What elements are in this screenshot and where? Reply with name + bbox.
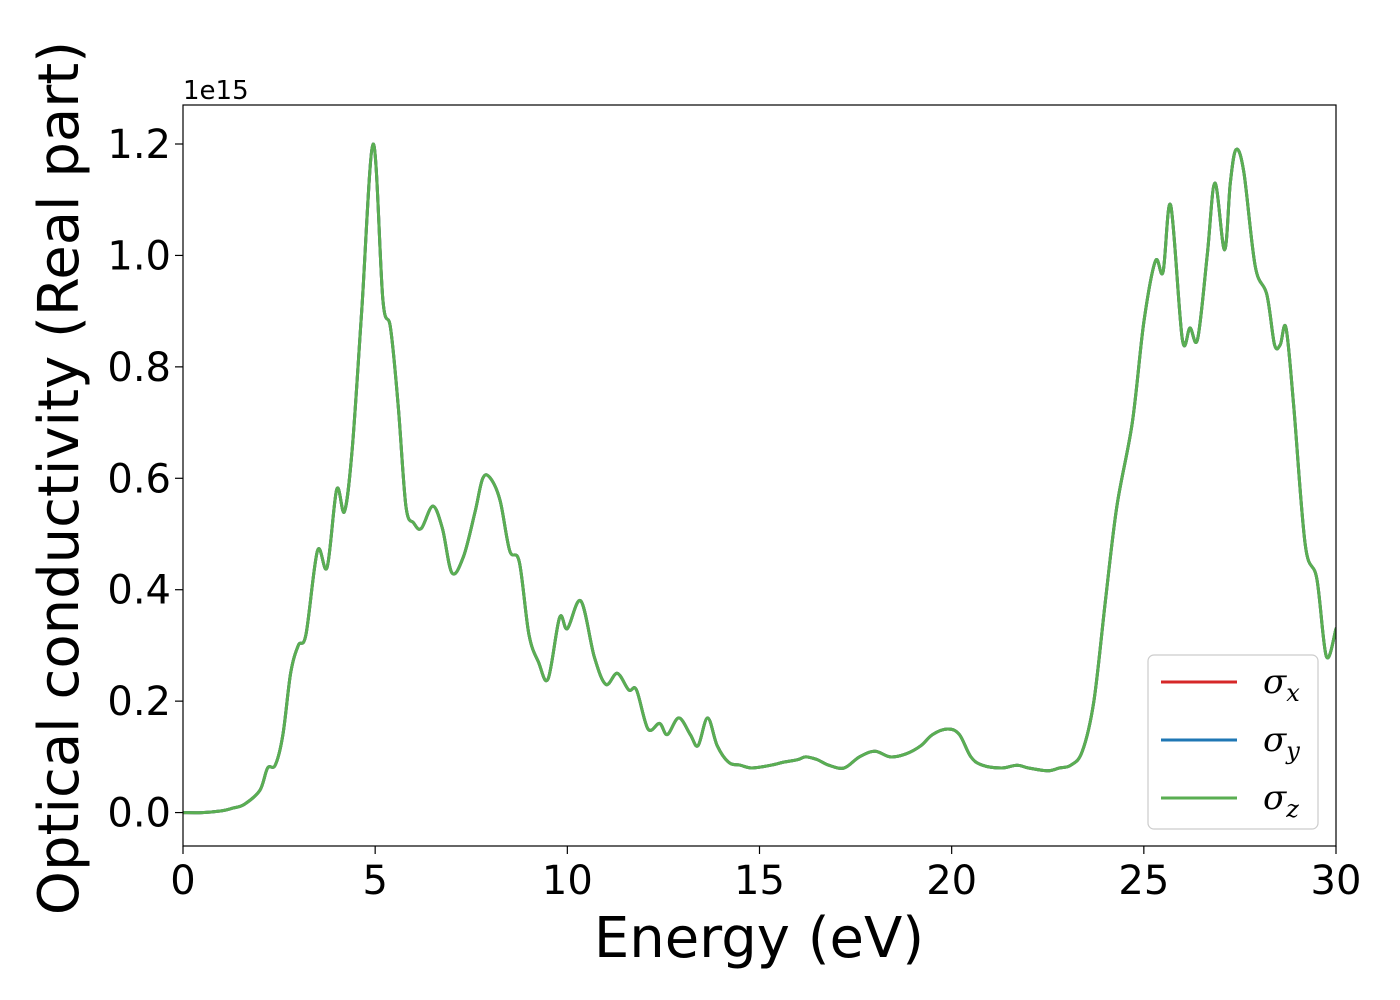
x-axis-ticks: 0 5 10 15 20 25 30 — [170, 846, 1361, 904]
legend-label-x: σx — [1263, 662, 1300, 707]
y-tick-label: 1.2 — [107, 122, 171, 168]
series-line-z — [183, 142, 1336, 815]
legend-box — [1147, 654, 1319, 830]
y-tick-label: 0.6 — [107, 456, 171, 502]
y-axis-ticks: 0.0 0.2 0.4 0.6 0.8 1.0 1.2 — [107, 122, 183, 837]
legend: σx σy σz — [1147, 654, 1319, 830]
y-tick-label: 1.0 — [107, 233, 171, 279]
y-tick-label: 0.2 — [107, 679, 171, 725]
y-tick-label: 0.8 — [107, 345, 171, 391]
x-tick-label: 0 — [170, 858, 195, 904]
series-layer — [183, 142, 1336, 815]
x-tick-label: 25 — [1118, 858, 1169, 904]
legend-label-y: σy — [1263, 720, 1300, 765]
y-tick-label: 0.0 — [107, 791, 171, 837]
x-axis-title: Energy (eV) — [594, 906, 924, 971]
y-offset-label: 1e15 — [183, 76, 249, 106]
x-tick-label: 5 — [362, 858, 387, 904]
y-tick-label: 0.4 — [107, 568, 171, 614]
x-tick-label: 30 — [1311, 858, 1362, 904]
x-tick-label: 10 — [542, 858, 593, 904]
x-tick-label: 20 — [926, 858, 977, 904]
x-tick-label: 15 — [734, 858, 785, 904]
legend-label-z: σz — [1263, 778, 1299, 823]
y-axis-title: Optical conductivity (Real part) — [27, 41, 92, 915]
